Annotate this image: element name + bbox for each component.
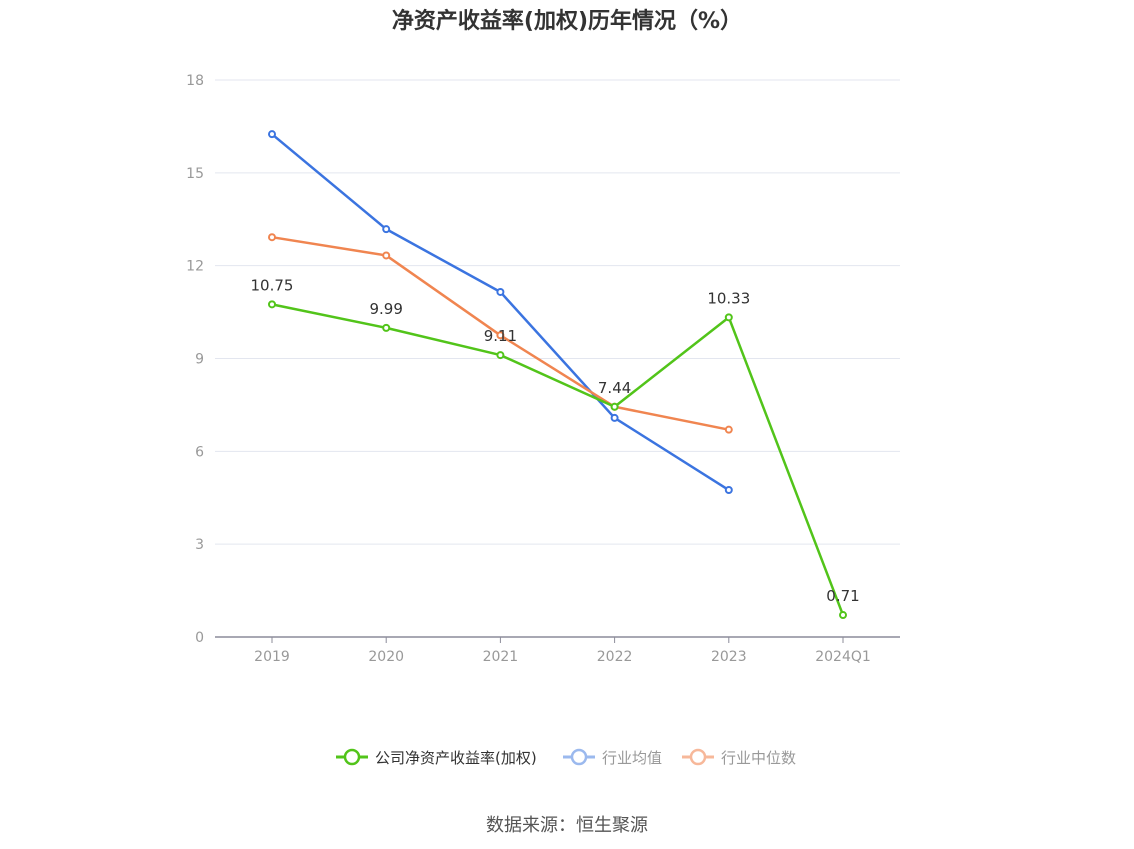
data-labels: 10.75 9.99 9.11 7.44 10.33 0.71 (251, 276, 860, 605)
data-point (496, 331, 505, 340)
data-label: 0.71 (826, 587, 859, 605)
data-point (724, 313, 733, 322)
data-point (610, 413, 619, 422)
axes: 0 3 6 9 12 15 18 2019 2020 2021 2022 2023 2024Q1 (186, 73, 900, 665)
x-tick-label: 2022 (597, 649, 633, 665)
y-tick-label: 9 (195, 352, 204, 368)
grid-lines (215, 79, 900, 545)
y-tick-label: 0 (195, 630, 204, 646)
data-label: 10.75 (251, 276, 294, 294)
data-point (496, 351, 505, 360)
data-point (382, 225, 391, 234)
series-line-1 (271, 133, 730, 492)
data-point (724, 425, 733, 434)
series-lines (268, 130, 847, 620)
data-label: 9.11 (484, 327, 517, 345)
data-point (382, 251, 391, 260)
data-point (268, 300, 276, 309)
data-point (382, 323, 391, 332)
data-point (610, 402, 619, 411)
data-label: 7.44 (598, 379, 631, 397)
data-point (839, 611, 847, 620)
legend-marker (343, 748, 361, 766)
x-tick-label: 2020 (368, 649, 404, 665)
x-tick-label: 2024Q1 (815, 649, 871, 665)
data-label: 10.33 (707, 289, 750, 307)
data-point (724, 486, 733, 495)
chart-title: 净资产收益率(加权)历年情况（%） (391, 9, 743, 34)
legend-label: 公司净资产收益率(加权) (375, 749, 537, 767)
series-line-0 (271, 303, 845, 616)
legend-label: 行业中位数 (721, 749, 796, 767)
data-point (268, 233, 276, 242)
x-tick-label: 2021 (483, 649, 519, 665)
x-tick-label: 2023 (711, 649, 747, 665)
data-label: 9.99 (369, 300, 402, 318)
y-tick-label: 15 (186, 166, 204, 182)
legend-label: 行业均值 (602, 749, 662, 767)
legend-marker (570, 748, 588, 766)
y-tick-label: 18 (186, 73, 204, 89)
data-point (268, 130, 276, 139)
x-tick-label: 2019 (254, 649, 290, 665)
source-note: 数据来源：恒生聚源 (486, 815, 648, 836)
legend-marker (689, 748, 707, 766)
y-tick-label: 6 (195, 444, 204, 460)
y-tick-label: 12 (186, 259, 204, 275)
data-point (496, 287, 505, 296)
legend: 公司净资产收益率(加权) 行业均值 行业中位数 (336, 748, 796, 767)
y-tick-label: 3 (195, 537, 204, 553)
